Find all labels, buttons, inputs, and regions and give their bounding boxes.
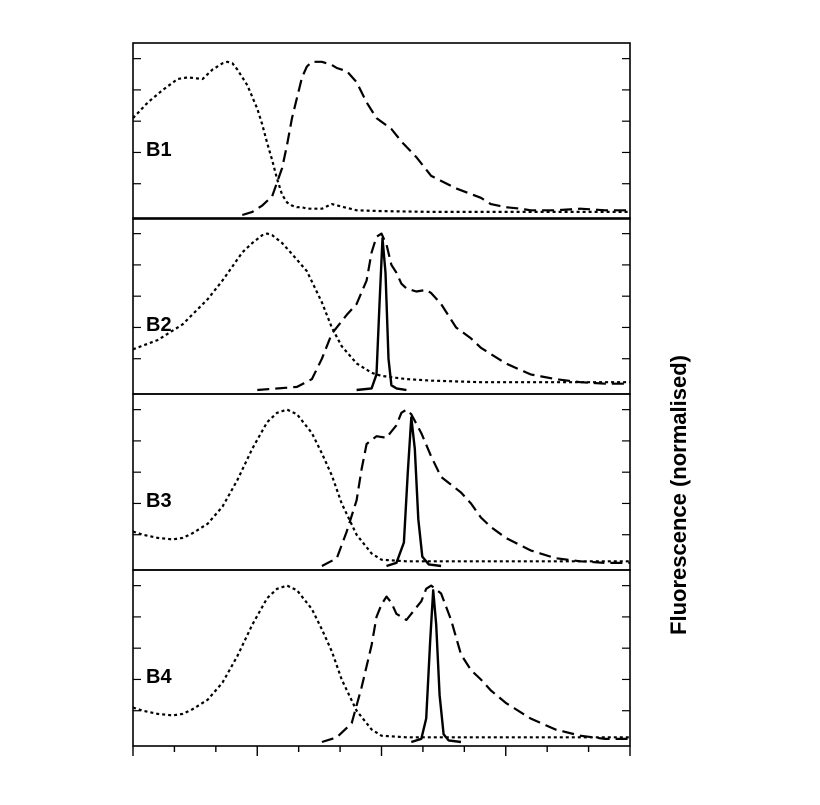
series-dotted-line: [132, 232, 630, 384]
series-dashed-line: [321, 584, 630, 744]
panel-frame: [132, 569, 631, 747]
panel-frame: [132, 393, 631, 571]
series-solid-line: [386, 416, 442, 568]
series-dotted-line: [132, 408, 630, 563]
panel-b2: B2: [132, 217, 631, 395]
panel-label: B3: [146, 490, 172, 512]
y-axis-label: Fluorescence (normalised): [666, 355, 691, 635]
series-dashed-line: [257, 232, 630, 392]
panel-label: B4: [146, 666, 172, 688]
panel-frame: [132, 42, 631, 220]
series-solid-line: [356, 237, 407, 392]
panel-label: B2: [146, 314, 172, 336]
series-dashed-line: [321, 408, 630, 567]
series-solid-line: [410, 589, 462, 744]
series-dotted-line: [132, 584, 630, 739]
panel-b1: B1: [132, 42, 631, 220]
series-dashed-line: [241, 60, 630, 217]
series-dotted-line: [132, 60, 630, 213]
panel-b4: B4: [132, 569, 631, 747]
panel-label: B1: [146, 139, 172, 161]
panels-group: B1 B2 B3 B4: [132, 42, 631, 756]
panel-b3: B3: [132, 393, 631, 571]
